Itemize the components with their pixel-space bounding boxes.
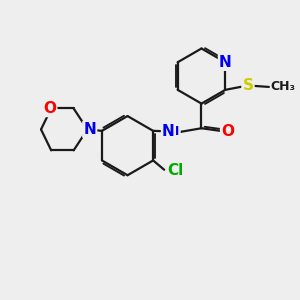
Text: O: O — [43, 101, 56, 116]
Text: O: O — [221, 124, 234, 139]
Text: N: N — [83, 122, 96, 137]
Text: H: H — [169, 125, 180, 138]
Text: S: S — [242, 78, 253, 93]
Text: Cl: Cl — [168, 163, 184, 178]
Text: N: N — [219, 55, 232, 70]
Text: N: N — [162, 124, 175, 139]
Text: CH₃: CH₃ — [270, 80, 295, 93]
